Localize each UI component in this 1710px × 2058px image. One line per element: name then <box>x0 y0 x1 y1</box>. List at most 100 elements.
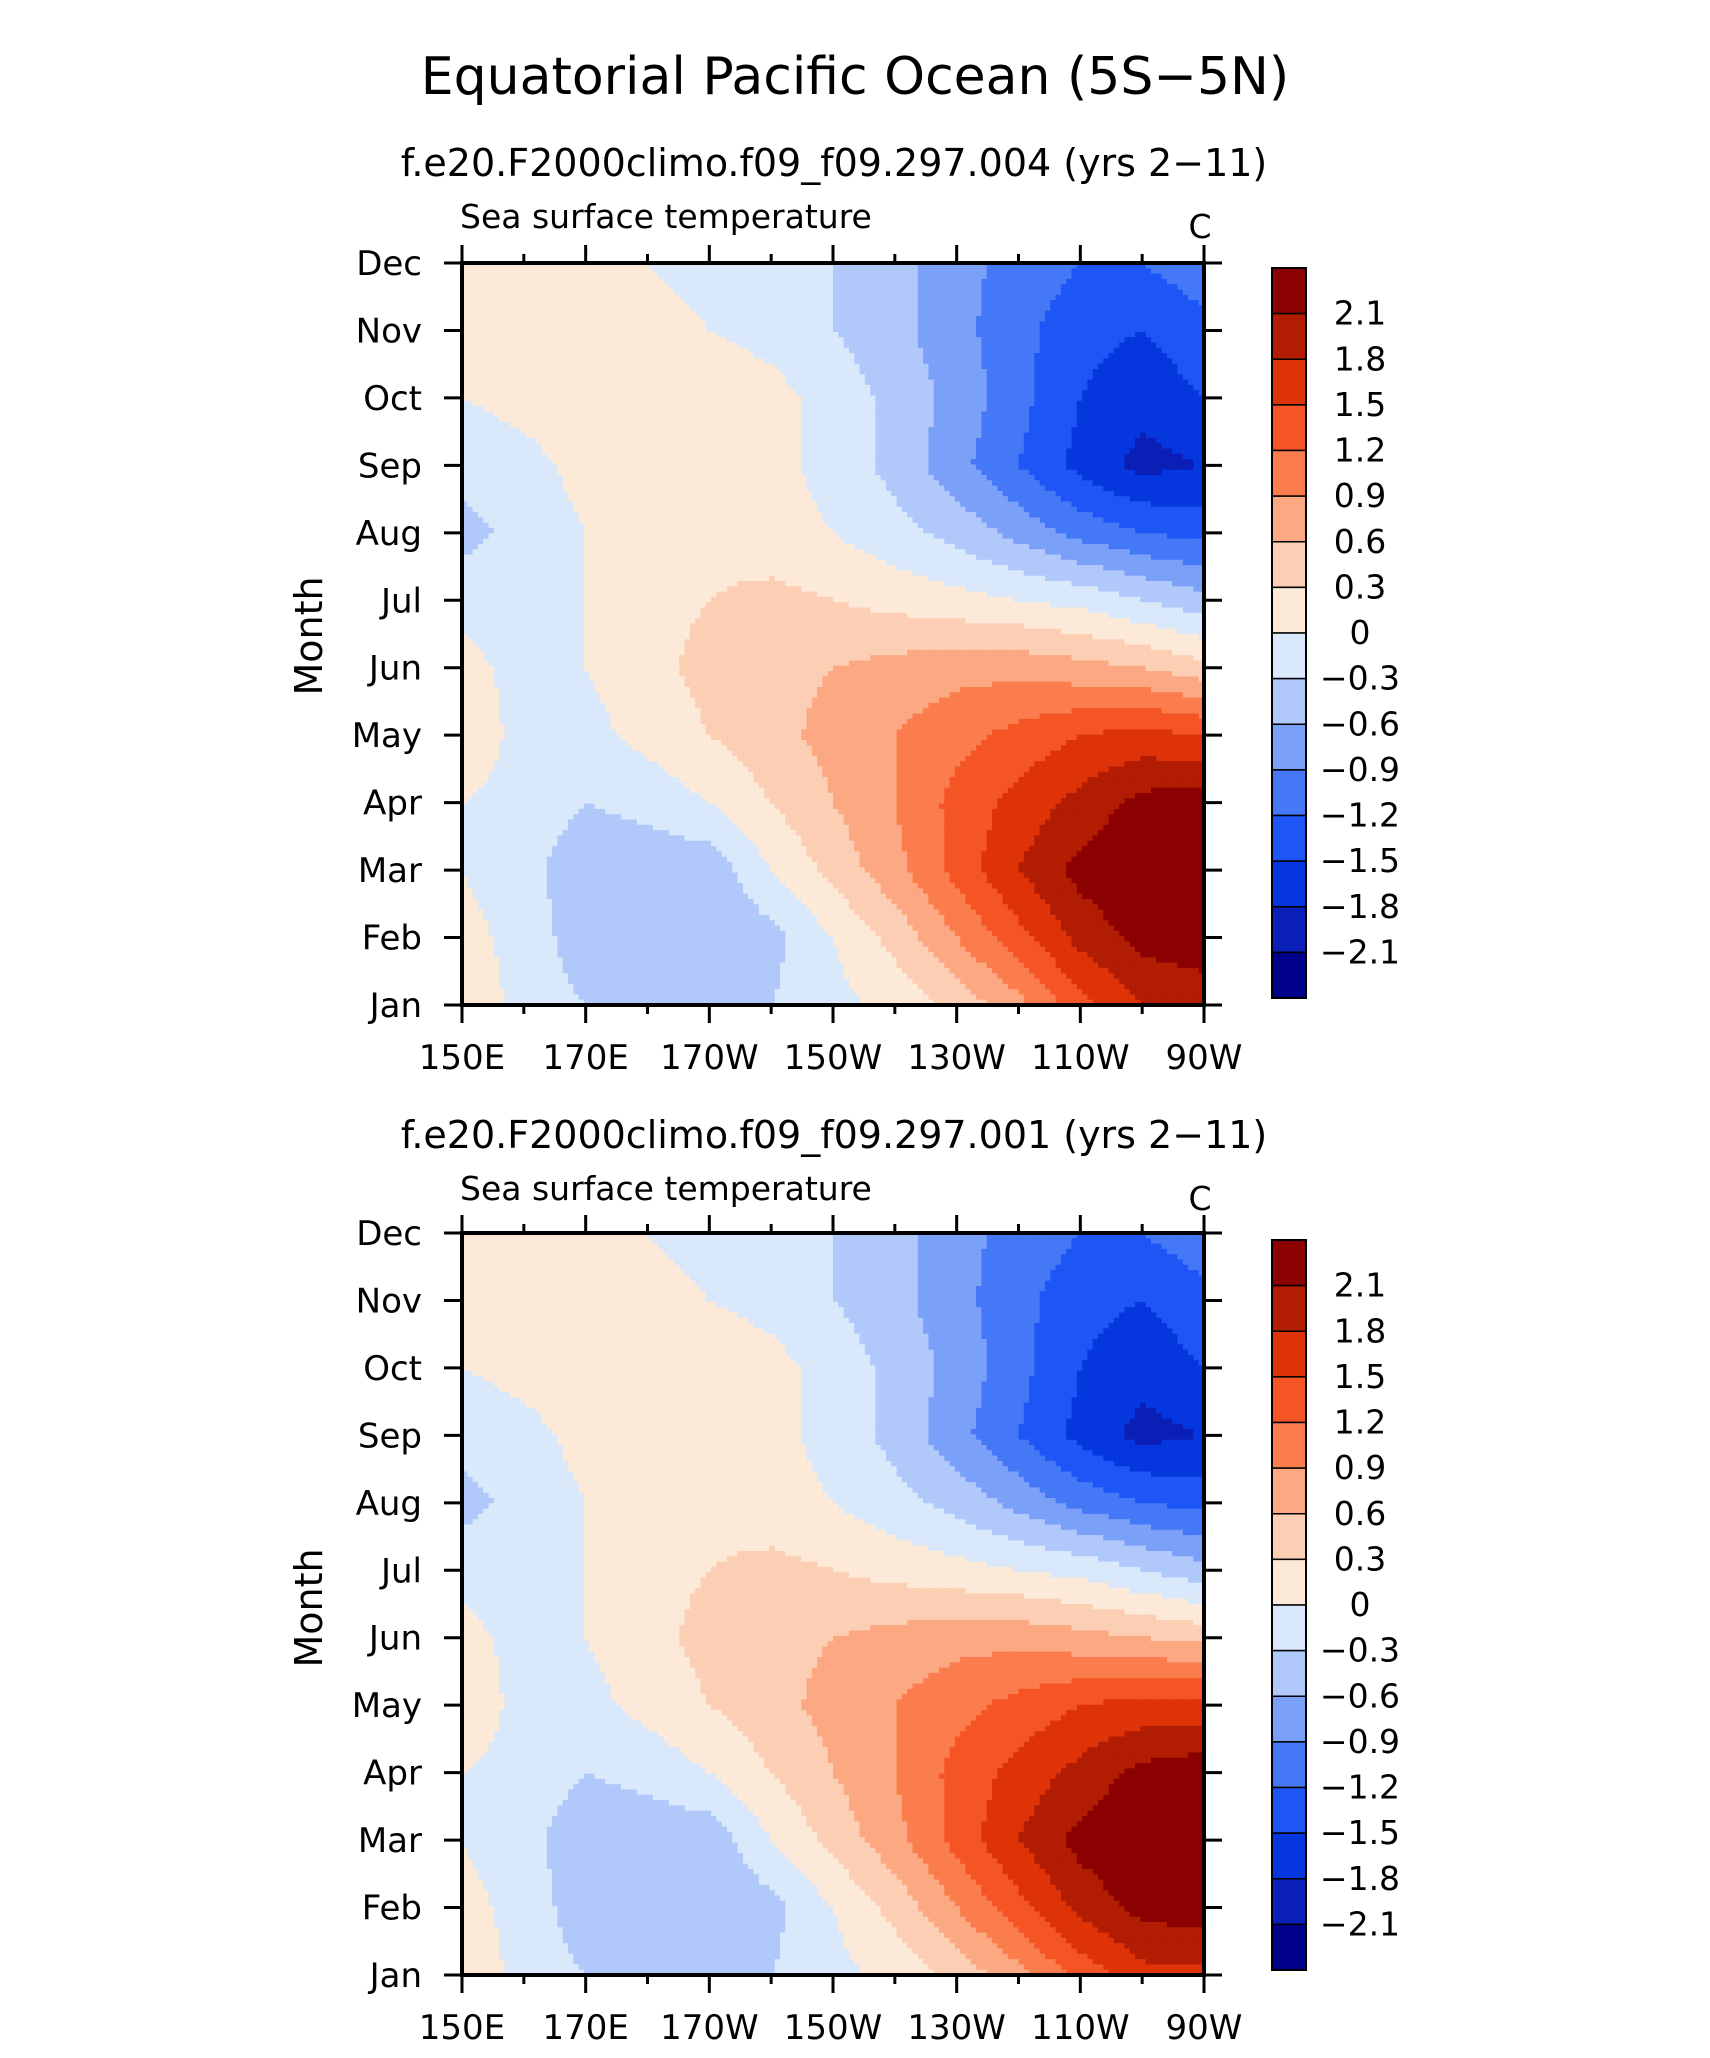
heatmap-cell <box>642 321 648 327</box>
heatmap-cell <box>547 327 553 333</box>
heatmap-cell <box>950 337 956 343</box>
heatmap-cell <box>642 327 648 333</box>
heatmap-cell <box>727 390 733 396</box>
heatmap-cell <box>828 332 834 338</box>
heatmap-cell <box>1135 300 1141 306</box>
heatmap-cell <box>807 274 813 280</box>
heatmap-cell <box>552 311 558 317</box>
heatmap-cell <box>706 385 712 391</box>
heatmap-cell <box>828 353 834 359</box>
heatmap-cell <box>849 311 855 317</box>
heatmap-cell <box>1125 268 1131 274</box>
heatmap-cell <box>1093 343 1099 349</box>
heatmap-cell <box>690 396 696 402</box>
heatmap-cell <box>865 374 871 380</box>
heatmap-cell <box>1066 380 1072 386</box>
heatmap-cell <box>955 390 961 396</box>
heatmap-cell <box>1172 316 1178 322</box>
heatmap-cell <box>918 300 924 306</box>
heatmap-cell <box>1008 337 1014 343</box>
heatmap-cell <box>1193 311 1199 317</box>
heatmap-cell <box>483 390 489 396</box>
heatmap-cell <box>780 284 786 290</box>
heatmap-cell <box>748 390 754 396</box>
heatmap-cell <box>642 268 648 274</box>
heatmap-cell <box>706 321 712 327</box>
heatmap-cell <box>626 300 632 306</box>
heatmap-cell <box>1061 374 1067 380</box>
heatmap-cell <box>1093 295 1099 301</box>
heatmap-cell <box>981 295 987 301</box>
heatmap-cell <box>807 284 813 290</box>
heatmap-cell <box>531 305 537 311</box>
heatmap-cell <box>1193 380 1199 386</box>
heatmap-cell <box>701 305 707 311</box>
heatmap-cell <box>679 274 685 280</box>
heatmap-cell <box>865 390 871 396</box>
heatmap-cell <box>960 274 966 280</box>
heatmap-cell <box>685 316 691 322</box>
heatmap-cell <box>1114 374 1120 380</box>
heatmap-cell <box>1061 300 1067 306</box>
heatmap-cell <box>992 284 998 290</box>
heatmap-cell <box>791 311 797 317</box>
heatmap-cell <box>780 321 786 327</box>
heatmap-cell <box>981 321 987 327</box>
heatmap-cell <box>1130 295 1136 301</box>
heatmap-cell <box>944 274 950 280</box>
heatmap-cell <box>1040 390 1046 396</box>
heatmap-cell <box>1119 353 1125 359</box>
heatmap-cell <box>626 364 632 370</box>
heatmap-cell <box>557 374 563 380</box>
heatmap-cell <box>897 380 903 386</box>
heatmap-cell <box>817 385 823 391</box>
heatmap-cell <box>716 380 722 386</box>
heatmap-cell <box>1008 390 1014 396</box>
heatmap-cell <box>711 279 717 285</box>
heatmap-cell <box>881 305 887 311</box>
heatmap-cell <box>1045 327 1051 333</box>
heatmap-cell <box>483 380 489 386</box>
heatmap-cell <box>499 321 505 327</box>
heatmap-cell <box>621 327 627 333</box>
heatmap-cell <box>473 353 479 359</box>
heatmap-cell <box>1146 295 1152 301</box>
heatmap-cell <box>913 337 919 343</box>
heatmap-cell <box>1098 385 1104 391</box>
heatmap-cell <box>891 311 897 317</box>
heatmap-cell <box>1130 284 1136 290</box>
heatmap-cell <box>838 390 844 396</box>
heatmap-cell <box>658 385 664 391</box>
heatmap-cell <box>573 337 579 343</box>
heatmap-cell <box>1135 268 1141 274</box>
heatmap-cell <box>987 380 993 386</box>
heatmap-cell <box>1093 369 1099 375</box>
heatmap-cell <box>748 385 754 391</box>
heatmap-cell <box>1162 348 1168 354</box>
heatmap-cell <box>557 321 563 327</box>
heatmap-cell <box>504 268 510 274</box>
heatmap-cell <box>1103 385 1109 391</box>
heatmap-cell <box>881 321 887 327</box>
heatmap-cell <box>732 390 738 396</box>
heatmap-cell <box>913 300 919 306</box>
heatmap-cell <box>971 284 977 290</box>
heatmap-cell <box>711 332 717 338</box>
heatmap-cell <box>939 311 945 317</box>
heatmap-cell <box>663 268 669 274</box>
heatmap-cell <box>1146 380 1152 386</box>
heatmap-cell <box>1072 385 1078 391</box>
heatmap-cell <box>1135 332 1141 338</box>
heatmap-cell <box>674 385 680 391</box>
heatmap-cell <box>1072 321 1078 327</box>
heatmap-cell <box>817 316 823 322</box>
heatmap-cell <box>960 321 966 327</box>
heatmap-cell <box>531 284 537 290</box>
heatmap-cell <box>875 268 881 274</box>
heatmap-cell <box>467 321 473 327</box>
heatmap-cell <box>685 295 691 301</box>
heatmap-cell <box>653 385 659 391</box>
heatmap-cell <box>801 353 807 359</box>
heatmap-cell <box>642 353 648 359</box>
heatmap-cell <box>1003 279 1009 285</box>
